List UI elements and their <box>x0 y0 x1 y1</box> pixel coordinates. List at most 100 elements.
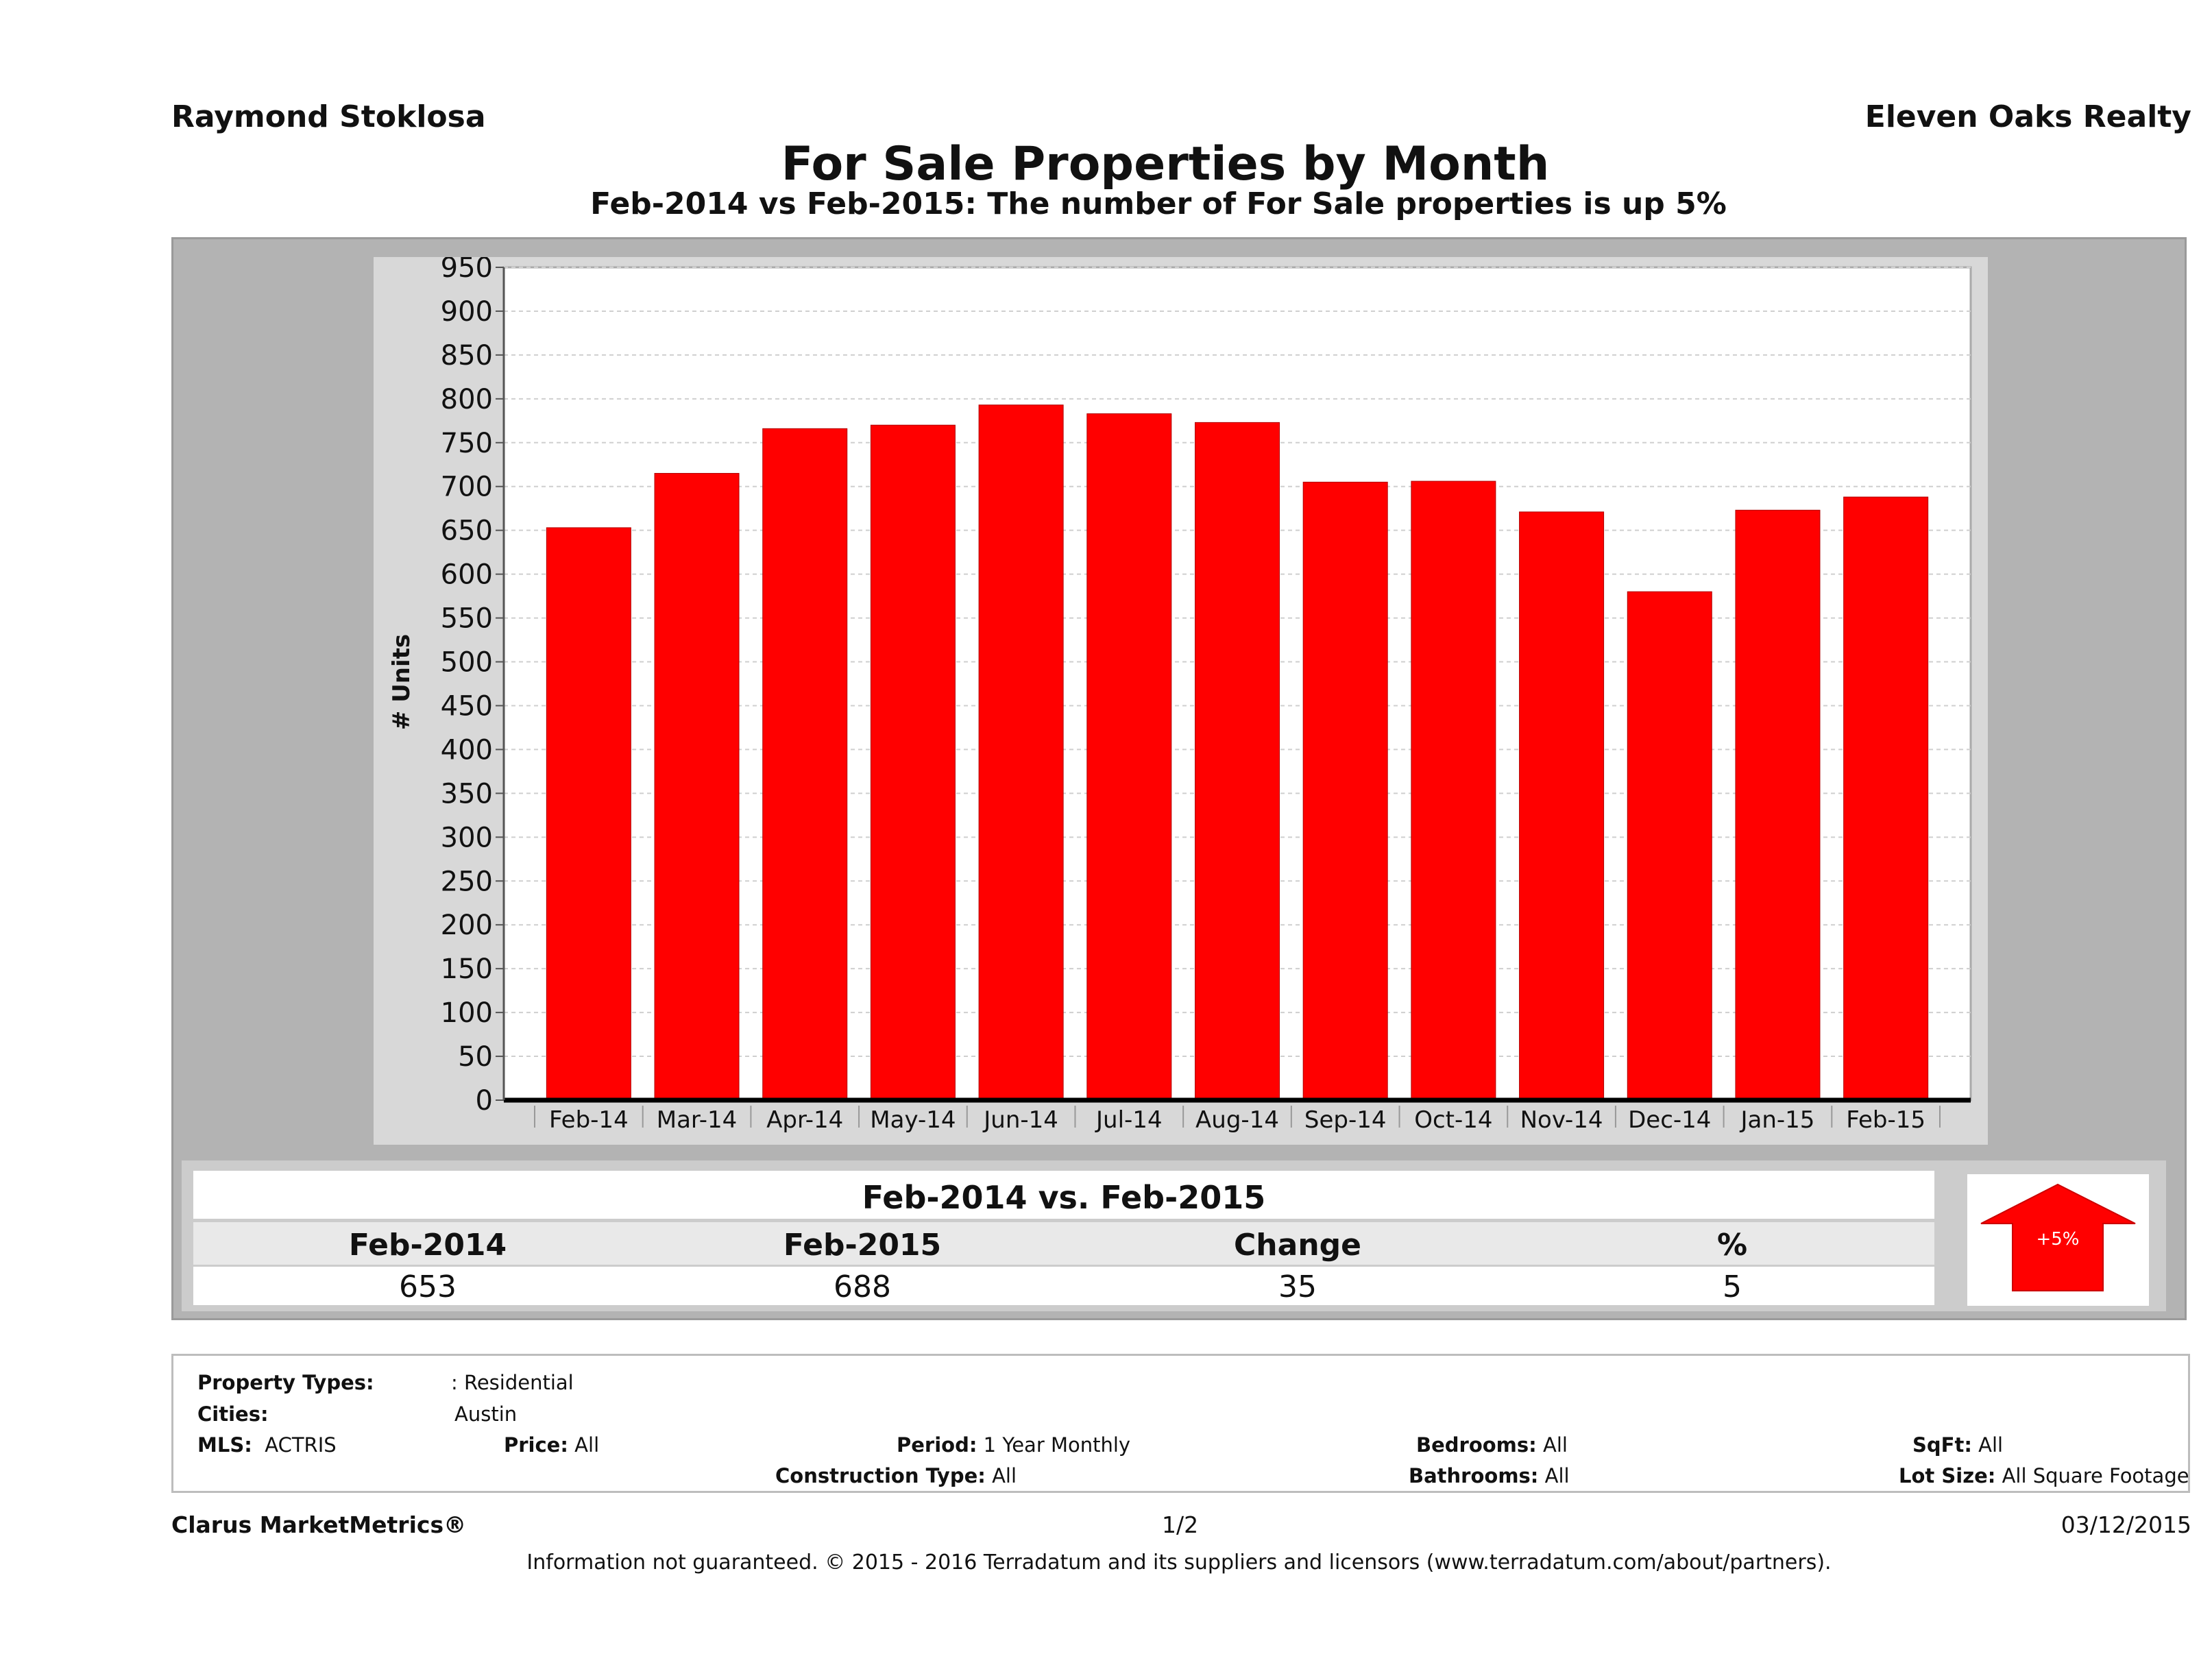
criteria-price-value: All <box>574 1433 600 1457</box>
bar-dec-14 <box>1627 591 1712 1101</box>
y-tick-label: 550 <box>441 603 493 635</box>
bar-aug-14 <box>1195 422 1280 1101</box>
summary-value-percent: 5 <box>1723 1269 1742 1304</box>
x-tick-label: Nov-14 <box>1520 1106 1603 1134</box>
criteria-property-types-label: Property Types: <box>197 1371 374 1394</box>
summary-value-feb-2014: 653 <box>399 1269 457 1304</box>
change-badge-label: +5% <box>2036 1229 2079 1250</box>
criteria-construction: Construction Type: All <box>775 1464 1017 1487</box>
criteria-lot-size-label: Lot Size: <box>1899 1464 1996 1487</box>
y-tick-label: 750 <box>441 428 493 459</box>
x-tick-label: Feb-14 <box>549 1106 629 1134</box>
chart-area: 0 50 100 150 200 250 300 350 400 450 500 550 600 650 7… <box>374 257 1988 1145</box>
x-tick-label: Feb-15 <box>1846 1106 1925 1134</box>
criteria-period-value: 1 Year Monthly <box>983 1433 1131 1457</box>
criteria-sqft-value: All <box>1978 1433 2004 1457</box>
criteria-cities-label: Cities: <box>197 1402 269 1426</box>
bar-may-14 <box>870 424 956 1101</box>
criteria-construction-label: Construction Type: <box>775 1464 986 1487</box>
criteria-price-label: Price: <box>504 1433 568 1457</box>
y-tick-label: 800 <box>441 384 493 415</box>
y-tick-label: 400 <box>441 734 493 766</box>
x-tick-label: Apr-14 <box>766 1106 843 1134</box>
criteria-sqft: SqFt: All <box>1912 1433 2003 1457</box>
bar-nov-14 <box>1519 511 1605 1101</box>
bars <box>546 404 1929 1101</box>
company-name: Eleven Oaks Realty <box>1864 99 2191 134</box>
y-tick-label: 950 <box>441 257 493 284</box>
summary-value-row: 653 688 35 5 <box>193 1267 1934 1305</box>
x-tick-label: May-14 <box>870 1106 956 1134</box>
y-tick-labels: 0 50 100 150 200 250 300 350 400 450 500 550 600 650 7… <box>441 257 504 1117</box>
search-criteria: Property Types: : Residential Cities: Au… <box>171 1354 2190 1493</box>
y-tick-label: 250 <box>441 866 493 897</box>
x-tick-label: Sep-14 <box>1304 1106 1387 1134</box>
summary-value-change: 35 <box>1278 1269 1317 1304</box>
y-tick-label: 0 <box>476 1085 493 1117</box>
footer-page-number: 1/2 <box>1162 1511 1199 1538</box>
summary-header-feb-2014: Feb-2014 <box>348 1228 507 1263</box>
criteria-bedrooms-label: Bedrooms: <box>1416 1433 1537 1457</box>
criteria-period: Period: 1 Year Monthly <box>897 1433 1130 1457</box>
bar-oct-14 <box>1411 481 1496 1101</box>
bar-jun-14 <box>978 404 1064 1101</box>
footer-brand: Clarus MarketMetrics® <box>171 1511 467 1538</box>
criteria-bathrooms: Bathrooms: All <box>1409 1464 1570 1487</box>
footer-date: 03/12/2015 <box>2061 1511 2191 1538</box>
criteria-property-types: Property Types: <box>197 1371 374 1394</box>
bar-chart: 0 50 100 150 200 250 300 350 400 450 500 550 600 650 7… <box>388 257 1972 1134</box>
bar-jan-15 <box>1735 509 1821 1101</box>
bar-mar-14 <box>654 473 740 1101</box>
y-tick-label: 50 <box>458 1041 493 1073</box>
summary-header-change: Change <box>1234 1228 1361 1263</box>
x-tick-label: Mar-14 <box>657 1106 738 1134</box>
criteria-price: Price: All <box>504 1433 599 1457</box>
criteria-property-types-value: : Residential <box>451 1371 574 1394</box>
criteria-bathrooms-value: All <box>1544 1464 1570 1487</box>
change-badge: +5% <box>1967 1174 2149 1306</box>
criteria-mls-label: MLS: <box>197 1433 252 1457</box>
y-tick-label: 100 <box>441 997 493 1029</box>
summary-header-row: Feb-2014 Feb-2015 Change % <box>193 1222 1934 1265</box>
y-tick-label: 350 <box>441 778 493 810</box>
comparison-summary: Feb-2014 vs. Feb-2015 Feb-2014 Feb-2015 … <box>182 1160 2166 1311</box>
y-tick-label: 900 <box>441 296 493 328</box>
summary-title: Feb-2014 vs. Feb-2015 <box>862 1179 1266 1216</box>
criteria-lot-size-value: All Square Footage <box>2002 1464 2189 1487</box>
up-arrow-icon <box>1980 1183 2136 1291</box>
criteria-construction-value: All <box>992 1464 1017 1487</box>
criteria-mls: MLS: ACTRIS <box>197 1433 337 1457</box>
bar-jul-14 <box>1086 413 1172 1101</box>
criteria-bedrooms: Bedrooms: All <box>1416 1433 1568 1457</box>
y-tick-label: 700 <box>441 472 493 503</box>
criteria-period-label: Period: <box>897 1433 977 1457</box>
criteria-cities: Cities: <box>197 1402 269 1426</box>
y-tick-label: 200 <box>441 910 493 941</box>
x-tick-label: Jan-15 <box>1739 1106 1814 1134</box>
bar-feb-15 <box>1843 496 1929 1101</box>
x-tick-label: Aug-14 <box>1195 1106 1279 1134</box>
x-tick-label: Dec-14 <box>1628 1106 1711 1134</box>
summary-header-percent: % <box>1716 1228 1748 1263</box>
y-tick-label: 600 <box>441 559 493 591</box>
x-tick-label: Jun-14 <box>982 1106 1058 1134</box>
criteria-sqft-label: SqFt: <box>1912 1433 1972 1457</box>
y-tick-label: 300 <box>441 822 493 853</box>
criteria-lot-size: Lot Size: All Square Footage <box>1899 1464 2189 1487</box>
criteria-mls-value: ACTRIS <box>265 1433 337 1457</box>
y-tick-label: 650 <box>441 515 493 547</box>
report-title: For Sale Properties by Month <box>781 137 1550 191</box>
summary-title-row: Feb-2014 vs. Feb-2015 <box>193 1171 1934 1219</box>
x-tick-labels: Feb-14 Mar-14 Apr-14 May-14 Jun-14 Jul-14 Aug-… <box>534 1106 1941 1134</box>
agent-name: Raymond Stoklosa <box>171 99 486 134</box>
y-tick-label: 450 <box>441 690 493 722</box>
summary-value-feb-2015: 688 <box>834 1269 891 1304</box>
y-tick-label: 150 <box>441 953 493 985</box>
report-subtitle: Feb-2014 vs Feb-2015: The number of For … <box>590 186 1727 221</box>
y-tick-label: 500 <box>441 647 493 679</box>
x-tick-label: Jul-14 <box>1095 1106 1163 1134</box>
bar-apr-14 <box>762 428 848 1101</box>
y-axis-label: # Units <box>388 634 415 730</box>
criteria-cities-value: Austin <box>454 1402 518 1426</box>
criteria-bedrooms-value: All <box>1542 1433 1568 1457</box>
